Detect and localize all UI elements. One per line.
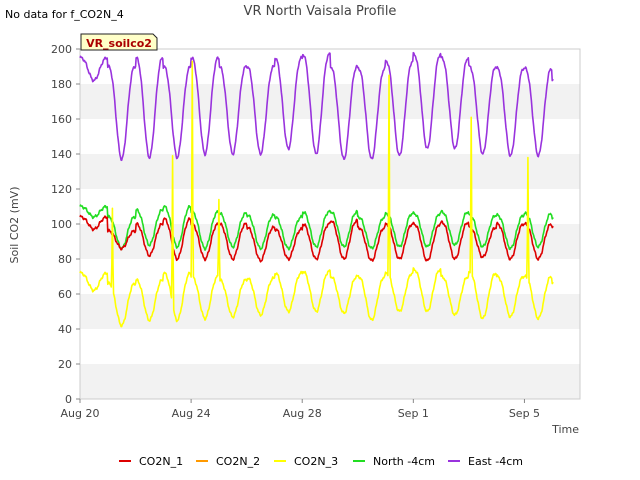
x-tick-label: Sep 1 (398, 407, 429, 420)
series-badge: VR_soilco2 (80, 33, 158, 51)
grid-band (80, 154, 580, 189)
legend-entry: North -4cm (373, 455, 435, 468)
legend-entry: East -4cm (468, 455, 523, 468)
y-tick-label: 180 (51, 78, 72, 91)
series-badge-label: VR_soilco2 (86, 37, 152, 50)
series-line-north-4cm (79, 204, 554, 251)
plot-area (79, 51, 554, 328)
y-axis-label: Soil CO2 (mV) (8, 187, 21, 264)
grid-band (80, 364, 580, 399)
y-tick-label: 160 (51, 113, 72, 126)
y-tick-label: 80 (58, 253, 72, 266)
grid-bands (79, 48, 581, 400)
chart-note: No data for f_CO2N_4 (5, 8, 124, 21)
y-tick-label: 60 (58, 288, 72, 301)
y-tick-label: 0 (65, 393, 72, 406)
y-tick-label: 20 (58, 358, 72, 371)
legend-entry: CO2N_3 (294, 455, 338, 468)
x-axis-label: Time (551, 423, 579, 436)
x-axis: Aug 20 Aug 24 Aug 28 Sep 1 Sep 5 (61, 399, 540, 420)
x-tick-label: Aug 24 (172, 407, 211, 420)
series-line-east-4cm (79, 51, 554, 162)
grid-band (80, 224, 580, 259)
y-tick-label: 100 (51, 218, 72, 231)
legend-entry: CO2N_1 (139, 455, 183, 468)
x-tick-label: Sep 5 (509, 407, 540, 420)
series-line-co2n-1 (79, 214, 554, 263)
y-tick-label: 200 (51, 43, 72, 56)
grid-band (80, 84, 580, 119)
legend: CO2N_1 CO2N_2 CO2N_3 North -4cm East -4cm (119, 455, 523, 468)
y-tick-label: 40 (58, 323, 72, 336)
y-tick-label: 140 (51, 148, 72, 161)
y-axis: 0 20 40 60 80 100 120 140 160 180 200 (51, 43, 80, 406)
series-line-co2n-3 (79, 60, 554, 328)
grid-band (80, 294, 580, 329)
legend-entry: CO2N_2 (216, 455, 260, 468)
x-tick-label: Aug 20 (61, 407, 100, 420)
chart-title: VR North Vaisala Profile (244, 4, 397, 19)
y-tick-label: 120 (51, 183, 72, 196)
x-tick-label: Aug 28 (283, 407, 322, 420)
